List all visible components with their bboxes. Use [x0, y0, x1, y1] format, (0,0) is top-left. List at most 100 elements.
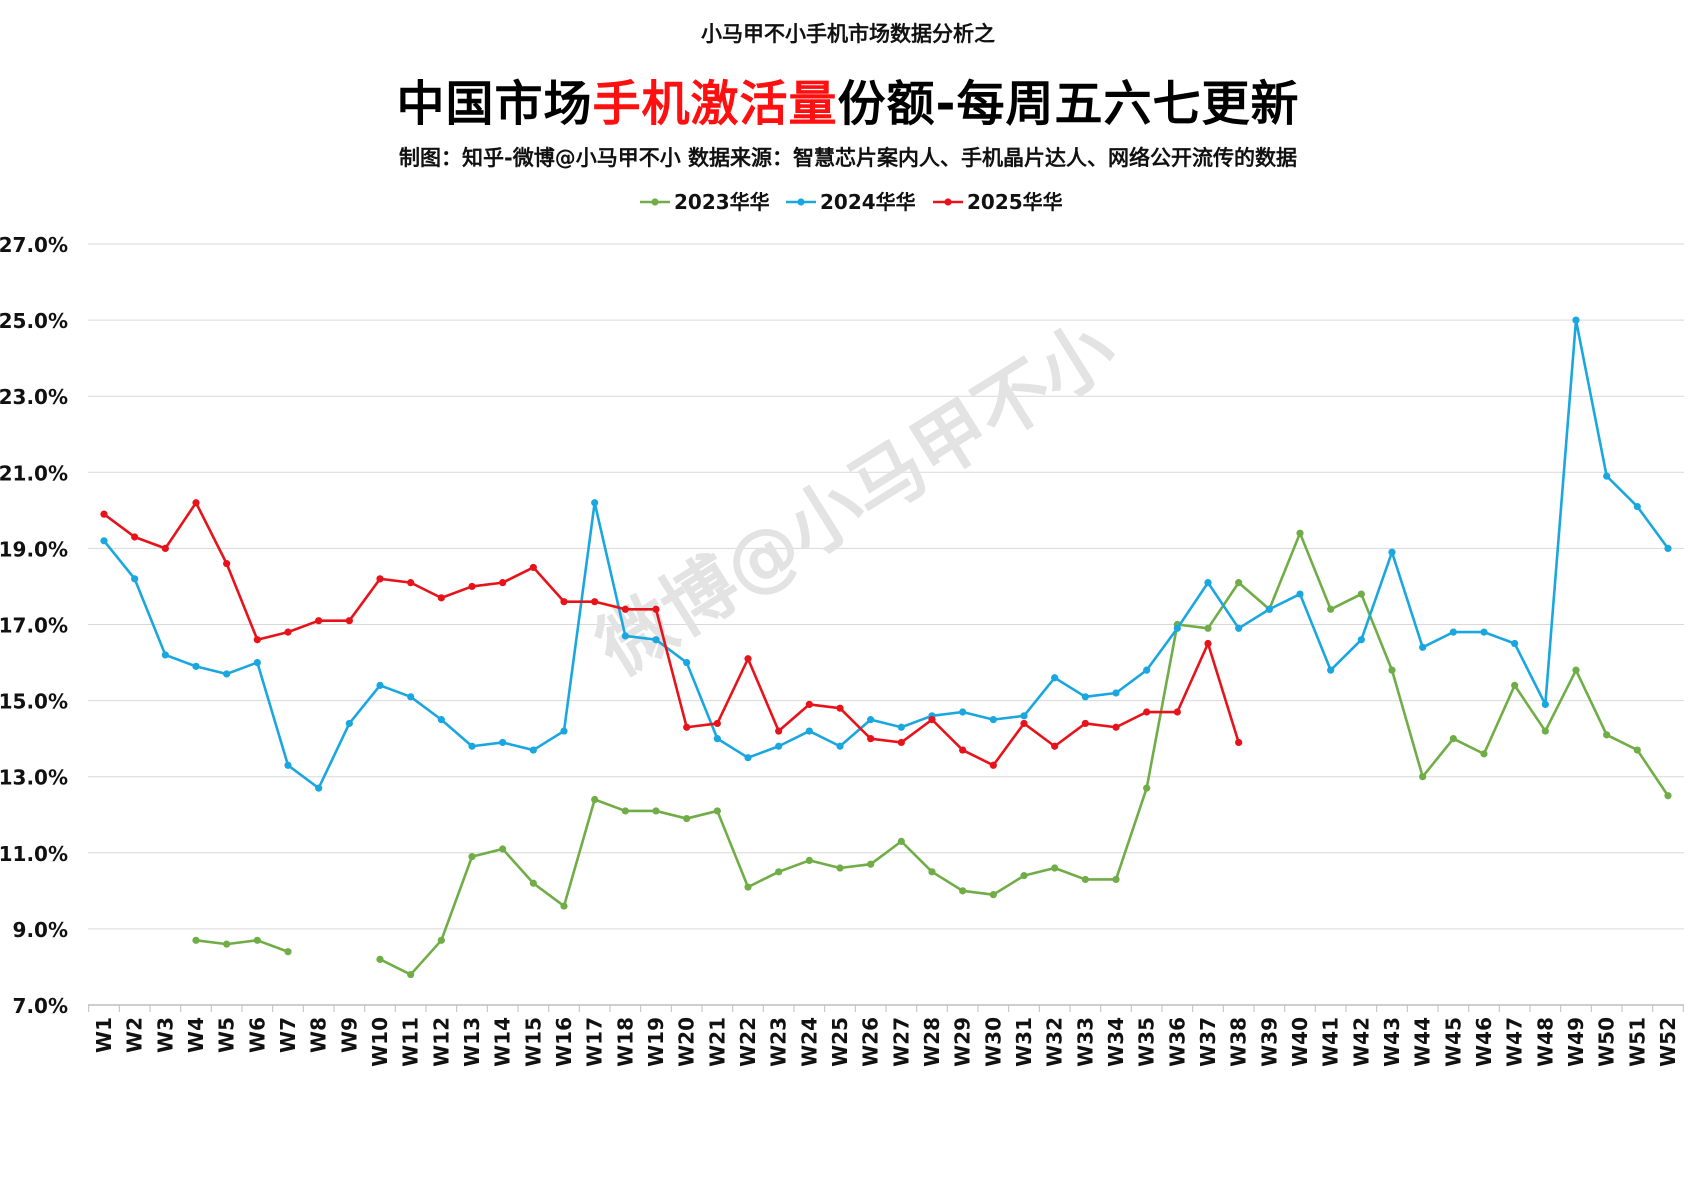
- series-3: [100, 499, 1243, 769]
- data-point: [560, 902, 568, 910]
- data-point: [192, 662, 200, 670]
- data-point: [468, 853, 476, 861]
- data-point: [867, 716, 875, 724]
- data-point: [1357, 636, 1365, 644]
- data-point: [836, 704, 844, 712]
- x-tick-label: W28: [920, 1017, 944, 1067]
- data-point: [253, 658, 261, 667]
- x-tick-label: W26: [859, 1017, 883, 1067]
- legend-swatch-marker: [651, 198, 659, 206]
- data-point: [1388, 548, 1396, 556]
- legend: 2023华华 2024华华 2025华华: [640, 190, 1063, 214]
- data-point: [928, 716, 936, 724]
- y-tick-label: 15.0%: [0, 690, 68, 714]
- y-tick-label: 17.0%: [0, 614, 68, 638]
- data-point: [591, 499, 599, 507]
- series-line: [102, 318, 1670, 790]
- data-point: [1235, 738, 1243, 747]
- data-point: [652, 807, 660, 815]
- x-tick-label: W27: [889, 1017, 913, 1067]
- data-point: [407, 579, 415, 587]
- data-point: [775, 868, 783, 876]
- data-point: [315, 617, 323, 625]
- chart-title-part1: 中国市场: [396, 76, 593, 132]
- x-tick-label: W36: [1165, 1017, 1189, 1067]
- data-point: [499, 845, 507, 853]
- data-point: [989, 716, 997, 724]
- data-point: [591, 598, 599, 606]
- x-tick-label: W3: [153, 1017, 177, 1053]
- x-tick-label: W50: [1595, 1017, 1619, 1067]
- data-point: [1296, 590, 1304, 598]
- data-point: [621, 632, 629, 640]
- data-point: [1173, 708, 1181, 716]
- data-point: [683, 658, 691, 667]
- y-tick-label: 7.0%: [13, 994, 68, 1018]
- data-point: [1664, 792, 1672, 800]
- legend-swatch-marker: [944, 198, 952, 206]
- x-tick-label: W8: [307, 1017, 331, 1053]
- x-tick-label: W12: [429, 1017, 453, 1067]
- data-point: [345, 719, 353, 728]
- data-point: [989, 761, 997, 769]
- data-point: [345, 617, 353, 625]
- x-tick-label: W41: [1319, 1017, 1343, 1067]
- data-point: [1112, 689, 1120, 697]
- legend-entry: 2025华华: [967, 190, 1063, 214]
- data-point: [1204, 639, 1212, 648]
- data-point: [468, 742, 476, 750]
- data-point: [131, 533, 139, 541]
- x-tick-label: W7: [276, 1017, 300, 1053]
- data-point: [1235, 579, 1243, 587]
- data-point: [805, 856, 813, 865]
- x-tick-label: W42: [1349, 1017, 1373, 1067]
- data-point: [131, 575, 139, 583]
- data-point: [713, 735, 721, 743]
- data-point: [100, 537, 108, 545]
- x-tick-label: W13: [460, 1017, 484, 1067]
- x-tick-label: W22: [736, 1017, 760, 1067]
- data-point: [775, 742, 783, 750]
- x-tick-label: W32: [1043, 1017, 1067, 1067]
- data-point: [867, 860, 875, 868]
- x-tick-label: W6: [245, 1017, 269, 1053]
- series-line: [379, 531, 1670, 976]
- data-point: [744, 655, 752, 663]
- data-point: [1511, 681, 1519, 689]
- y-tick-label: 9.0%: [13, 918, 68, 942]
- x-tick-label: W25: [828, 1017, 852, 1067]
- data-point: [315, 784, 323, 792]
- data-point: [100, 510, 108, 518]
- data-point: [959, 708, 967, 716]
- x-tick-label: W40: [1288, 1017, 1312, 1067]
- data-point: [836, 742, 844, 750]
- chart-title-part2: 份额-每周五六七更新: [837, 76, 1300, 132]
- y-tick-label: 13.0%: [0, 766, 68, 790]
- x-tick-label: W24: [797, 1017, 821, 1067]
- series-2: [100, 316, 1672, 792]
- x-axis: W1 W2 W3 W4 W5 W6 W7 W8 W9 W10 W11 W12 W13 W14 W15 W16 W…: [88, 1004, 1684, 1067]
- data-point: [1419, 643, 1427, 651]
- data-point: [1449, 735, 1457, 743]
- data-point: [1419, 773, 1427, 781]
- data-point: [407, 970, 415, 979]
- data-point: [591, 795, 599, 804]
- x-tick-label: W39: [1257, 1017, 1281, 1067]
- y-axis: 7.0% 9.0% 11.0% 13.0% 15.0% 17.0% 19.0% 21.0% 23…: [0, 233, 68, 1018]
- data-point: [1327, 605, 1335, 613]
- data-point: [192, 936, 200, 944]
- data-point: [744, 883, 752, 891]
- x-tick-label: W34: [1104, 1017, 1128, 1067]
- data-point: [621, 605, 629, 613]
- data-point: [1051, 742, 1059, 750]
- watermark: 微博@小马甲不小: [582, 305, 1130, 692]
- series-line: [195, 939, 289, 953]
- data-point: [683, 723, 691, 731]
- data-point: [1173, 624, 1181, 632]
- data-point: [161, 651, 169, 659]
- x-tick-label: W29: [951, 1017, 975, 1067]
- data-point: [437, 594, 445, 602]
- data-point: [1143, 666, 1151, 674]
- x-tick-label: W30: [981, 1017, 1005, 1067]
